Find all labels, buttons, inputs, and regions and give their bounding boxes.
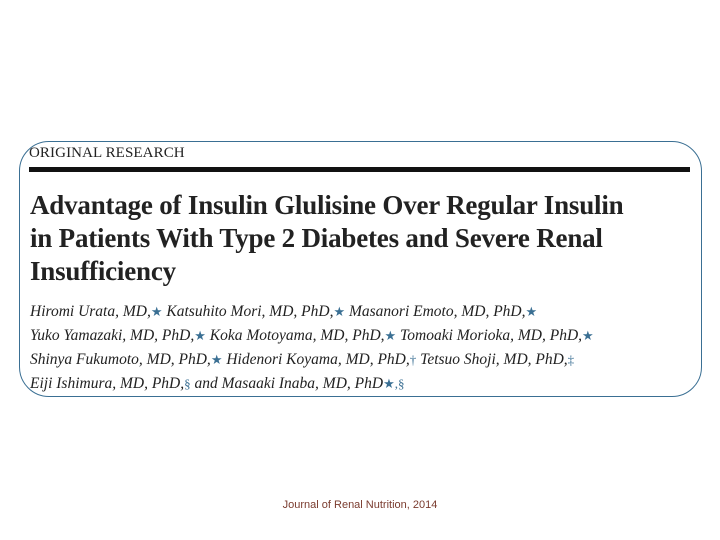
author-name: Shinya Fukumoto, MD, PhD, — [30, 351, 211, 368]
author-name: Koka Motoyama, MD, PhD, — [205, 327, 385, 344]
article-title: Advantage of Insulin Glulisine Over Regu… — [30, 189, 695, 288]
article-frame — [19, 141, 702, 397]
author-name: Eiji Ishimura, MD, PhD, — [30, 375, 185, 392]
affiliation-mark: ★ — [384, 328, 397, 343]
author-name: Hiromi Urata, MD, — [30, 303, 151, 320]
author-line: Yuko Yamazaki, MD, PhD,★ Koka Motoyama, … — [30, 324, 700, 348]
header-rule — [29, 167, 690, 172]
author-line: Eiji Ishimura, MD, PhD,§ and Masaaki Ina… — [30, 372, 700, 396]
affiliation-mark: ★ — [150, 304, 163, 319]
author-name: Hidenori Koyama, MD, PhD, — [222, 351, 410, 368]
affiliation-mark: ★,§ — [383, 376, 405, 391]
affiliation-mark: ★ — [333, 304, 346, 319]
affiliation-mark: ★ — [194, 328, 206, 343]
title-line: in Patients With Type 2 Diabetes and Sev… — [30, 223, 603, 253]
author-name: Katsuhito Mori, MD, PhD, — [162, 303, 334, 320]
author-name: Masanori Emoto, MD, PhD, — [345, 303, 526, 320]
title-line: Insufficiency — [30, 256, 176, 286]
author-name: Tomoaki Morioka, MD, PhD, — [396, 327, 583, 344]
author-line: Shinya Fukumoto, MD, PhD,★ Hidenori Koya… — [30, 348, 700, 372]
affiliation-mark: † — [409, 352, 417, 367]
author-name: Yuko Yamazaki, MD, PhD, — [30, 327, 195, 344]
affiliation-mark: ★ — [582, 328, 594, 343]
author-name: Tetsuo Shoji, MD, PhD, — [416, 351, 568, 368]
title-line: Advantage of Insulin Glulisine Over Regu… — [30, 190, 624, 220]
author-list: Hiromi Urata, MD,★ Katsuhito Mori, MD, P… — [30, 300, 700, 396]
citation-footer: Journal of Renal Nutrition, 2014 — [282, 499, 438, 511]
affiliation-mark: § — [184, 376, 191, 391]
section-label: ORIGINAL RESEARCH — [29, 145, 185, 161]
affiliation-mark: ‡ — [567, 352, 575, 367]
author-line: Hiromi Urata, MD,★ Katsuhito Mori, MD, P… — [30, 300, 700, 324]
author-name: and Masaaki Inaba, MD, PhD — [190, 375, 384, 392]
affiliation-mark: ★ — [525, 304, 538, 319]
affiliation-mark: ★ — [210, 352, 223, 367]
